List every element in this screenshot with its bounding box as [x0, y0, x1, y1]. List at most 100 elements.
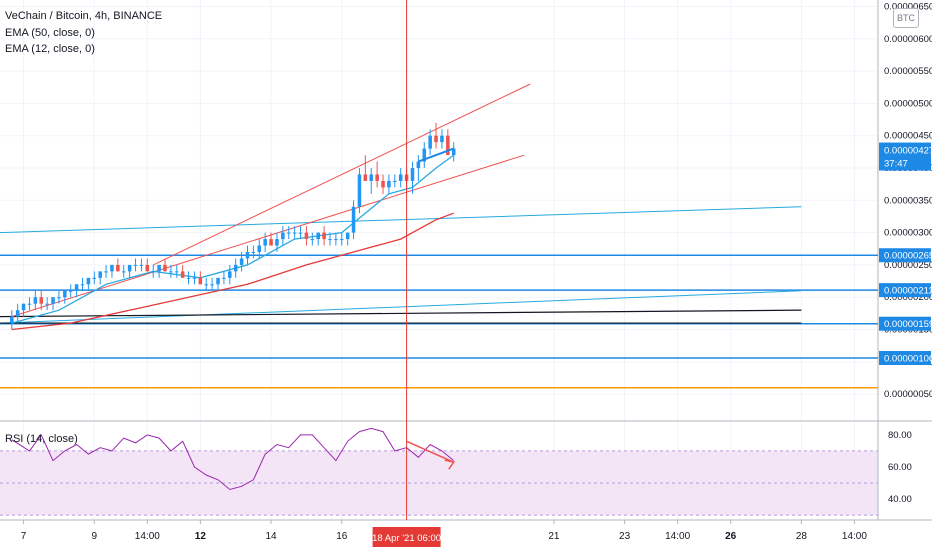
candle[interactable] — [21, 303, 26, 311]
candle[interactable] — [186, 277, 191, 279]
candle[interactable] — [387, 180, 391, 188]
candle[interactable] — [27, 303, 32, 305]
last-price-label: 0.00000427 — [884, 146, 932, 157]
candle[interactable] — [104, 271, 108, 273]
blue-trendline[interactable] — [0, 206, 802, 234]
candle[interactable] — [98, 271, 102, 278]
candle[interactable] — [369, 174, 374, 181]
candle[interactable] — [133, 264, 138, 266]
level-price-label: 0.00000159 — [884, 319, 932, 330]
candle[interactable] — [86, 277, 91, 285]
candle[interactable] — [340, 239, 344, 241]
candle[interactable] — [281, 232, 285, 240]
channel-lower-line[interactable] — [11, 154, 525, 318]
candle[interactable] — [245, 252, 250, 259]
candle[interactable] — [163, 264, 167, 272]
ema12-legend[interactable]: EMA (12, close, 0) — [5, 43, 95, 55]
bar-countdown: 37:47 — [884, 159, 908, 170]
candle[interactable] — [198, 277, 203, 285]
candle[interactable] — [74, 284, 79, 291]
candle[interactable] — [298, 232, 303, 234]
candle[interactable] — [110, 264, 114, 272]
candle[interactable] — [275, 239, 279, 246]
time-tick-label: 9 — [92, 531, 98, 542]
candle[interactable] — [286, 232, 291, 234]
channel-upper-line[interactable] — [152, 83, 531, 266]
candle[interactable] — [351, 206, 356, 233]
candle[interactable] — [228, 271, 232, 278]
candle[interactable] — [121, 271, 126, 273]
short-blue-segment[interactable] — [418, 147, 455, 163]
time-tick-label: 16 — [336, 531, 348, 542]
candle[interactable] — [51, 297, 55, 304]
candle[interactable] — [63, 290, 67, 298]
candle[interactable] — [434, 135, 438, 143]
currency-badge[interactable]: BTC — [893, 8, 919, 28]
candle[interactable] — [422, 148, 427, 162]
level-price-tag — [879, 316, 931, 331]
candle[interactable] — [322, 232, 326, 240]
candle[interactable] — [363, 174, 368, 181]
rsi-legend[interactable]: RSI (14, close) — [5, 433, 78, 445]
candle[interactable] — [139, 264, 144, 266]
candle[interactable] — [45, 303, 49, 305]
candle[interactable] — [39, 297, 44, 304]
candle[interactable] — [210, 284, 214, 286]
candle[interactable] — [316, 232, 320, 240]
price-tick-label: 0.00000200 — [884, 292, 932, 303]
candle[interactable] — [410, 168, 415, 181]
candle[interactable] — [169, 271, 173, 273]
candle[interactable] — [345, 232, 350, 240]
candle[interactable] — [192, 277, 197, 279]
candle[interactable] — [10, 316, 14, 324]
candle[interactable] — [251, 252, 256, 253]
candle[interactable] — [440, 135, 444, 143]
black-trendline[interactable] — [0, 309, 802, 318]
candle[interactable] — [428, 135, 432, 149]
candle[interactable] — [239, 258, 244, 265]
candle[interactable] — [216, 277, 220, 285]
candle[interactable] — [151, 271, 155, 273]
crosshair-time-label: 18 Apr '21 06:00 — [372, 533, 441, 544]
divergence-arrow[interactable] — [406, 440, 455, 463]
candle[interactable] — [127, 264, 132, 272]
candle[interactable] — [310, 239, 315, 241]
blue-trendline[interactable] — [0, 290, 802, 324]
candle[interactable] — [204, 284, 209, 286]
candle[interactable] — [175, 271, 179, 273]
candle[interactable] — [446, 135, 450, 156]
time-tick-label: 23 — [619, 531, 631, 542]
candle[interactable] — [334, 239, 338, 241]
candle[interactable] — [269, 239, 273, 246]
candle[interactable] — [257, 245, 262, 252]
candle[interactable] — [357, 174, 362, 207]
candle[interactable] — [33, 297, 38, 304]
level-price-tag — [879, 248, 931, 263]
candle[interactable] — [68, 290, 73, 292]
candle[interactable] — [304, 232, 309, 240]
candle[interactable] — [157, 264, 161, 272]
candle[interactable] — [398, 174, 403, 181]
candle[interactable] — [328, 239, 332, 241]
candle[interactable] — [233, 264, 238, 272]
level-price-label: 0.00000211 — [884, 286, 932, 297]
candle[interactable] — [15, 310, 20, 317]
candle[interactable] — [451, 148, 456, 156]
candle[interactable] — [416, 161, 421, 168]
candle[interactable] — [57, 297, 61, 299]
candle[interactable] — [80, 284, 85, 286]
symbol-legend[interactable]: VeChain / Bitcoin, 4h, BINANCE — [5, 10, 163, 22]
candle[interactable] — [393, 180, 397, 182]
candle[interactable] — [92, 277, 97, 279]
candle[interactable] — [145, 264, 150, 272]
candle[interactable] — [180, 271, 185, 278]
candle[interactable] — [222, 277, 226, 279]
candle[interactable] — [375, 174, 379, 181]
candle[interactable] — [292, 232, 297, 234]
candle[interactable] — [381, 180, 385, 188]
candle[interactable] — [263, 239, 267, 246]
candle[interactable] — [116, 264, 120, 272]
ema50-legend[interactable]: EMA (50, close, 0) — [5, 27, 95, 39]
time-tick-label: 26 — [725, 531, 737, 542]
